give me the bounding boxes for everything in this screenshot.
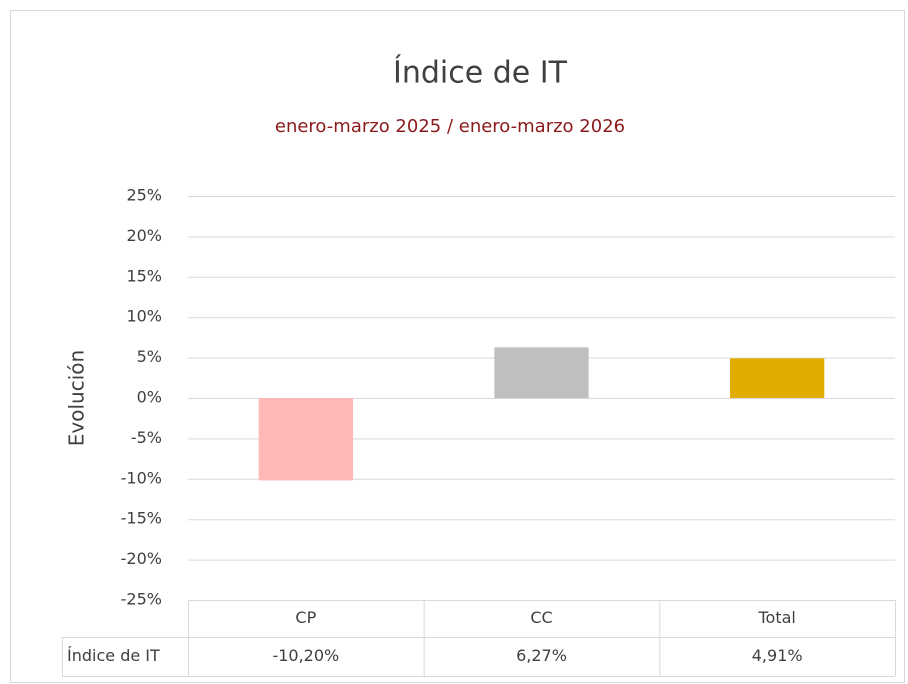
- y-tick-label: -15%: [121, 509, 162, 528]
- y-tick-label: 15%: [126, 266, 162, 285]
- chart-border: [10, 10, 905, 683]
- table-value: -10,20%: [272, 646, 339, 665]
- y-tick-label: 5%: [137, 347, 162, 366]
- chart-title: Índice de IT: [393, 55, 568, 91]
- y-tick-label: -5%: [131, 428, 162, 447]
- x-tick-label: CP: [295, 608, 316, 627]
- bar: [730, 358, 825, 398]
- y-tick-label: -10%: [121, 468, 162, 487]
- y-tick-label: 10%: [126, 307, 162, 326]
- y-axis-label: Evolución: [65, 350, 89, 446]
- table-value: 6,27%: [516, 646, 567, 665]
- x-tick-label: CC: [530, 608, 552, 627]
- y-tick-label: -20%: [121, 549, 162, 568]
- table-value: 4,91%: [752, 646, 803, 665]
- table-series-name: Índice de IT: [67, 646, 160, 665]
- y-tick-label: -25%: [121, 590, 162, 609]
- bar: [494, 347, 589, 398]
- y-tick-label: 25%: [126, 186, 162, 205]
- y-tick-label: 20%: [126, 226, 162, 245]
- chart-subtitle: enero-marzo 2025 / enero-marzo 2026: [275, 116, 625, 137]
- y-tick-label: 0%: [137, 388, 162, 407]
- x-tick-label: Total: [757, 608, 795, 627]
- bar: [258, 398, 353, 481]
